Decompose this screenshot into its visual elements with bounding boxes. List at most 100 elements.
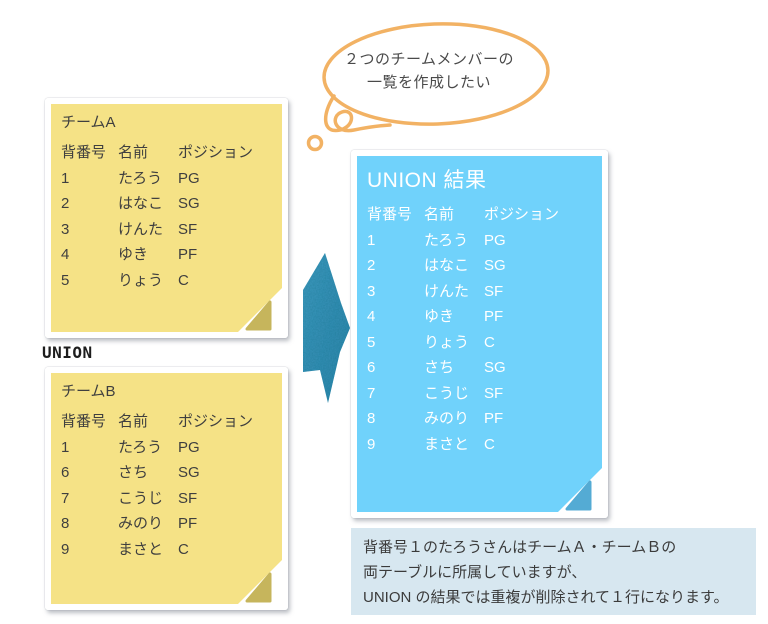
table-row: 3 けんた SF	[367, 279, 598, 305]
table-row: 8 みのり PF	[367, 406, 598, 432]
cell-name: けんた	[424, 282, 470, 300]
table-row: 9 まさと C	[367, 432, 598, 458]
table-row: 1 たろう PG	[61, 166, 278, 192]
right-arrow-icon	[303, 253, 350, 403]
cell-position: SF	[484, 384, 504, 402]
thought-bubble-text: ２つのチームメンバーの 一覧を作成したい	[308, 48, 550, 94]
sticky-note-team-a-surface: チームA 背番号 名前 ポジション 1 たろう PG 2 はなこ SG 3	[51, 104, 282, 332]
col-header-position: ポジション	[178, 144, 254, 161]
cell-position: SG	[484, 257, 506, 274]
table-a-header-row: 背番号 名前 ポジション	[61, 140, 278, 166]
cell-position: PG	[484, 231, 506, 249]
col-header-number: 背番号	[367, 206, 413, 223]
table-row: 7 こうじ SF	[367, 381, 598, 407]
cell-position: SF	[178, 489, 198, 507]
cell-number: 5	[367, 333, 376, 351]
cell-name: たろう	[424, 231, 469, 249]
cell-number: 8	[367, 410, 376, 427]
cell-number: 1	[367, 231, 376, 249]
table-row: 9 まさと C	[61, 537, 278, 563]
cell-name: まさと	[118, 540, 164, 558]
table-a-title: チームA	[61, 114, 116, 131]
explanation-line-2: 両テーブルに所属していますが、	[363, 564, 587, 581]
table-row: 7 こうじ SF	[61, 486, 278, 512]
cell-name: さち	[118, 464, 149, 481]
cell-name: こうじ	[118, 489, 164, 507]
bubble-line-1: ２つのチームメンバーの	[343, 51, 515, 68]
table-row: 5 りょう C	[367, 330, 598, 356]
cell-position: SF	[484, 282, 504, 300]
cell-position: PG	[178, 169, 200, 187]
thought-bubble-outline-icon	[306, 22, 550, 152]
cell-position: C	[178, 540, 189, 558]
col-header-position: ポジション	[178, 413, 254, 430]
cell-position: PF	[178, 515, 198, 532]
cell-name: りょう	[118, 271, 164, 289]
table-row: 4 ゆき PF	[367, 304, 598, 330]
table-row: 2 はなこ SG	[61, 191, 278, 217]
table-row: 6 さち SG	[61, 460, 278, 486]
cell-name: みのり	[118, 515, 164, 532]
sticky-note-union-result-surface: UNION 結果 背番号 名前 ポジション 1 たろう PG 2 はなこ SG	[357, 156, 602, 512]
sticky-note-team-b-surface: チームB 背番号 名前 ポジション 1 たろう PG 6 さち SG 7	[51, 373, 282, 604]
cell-name: たろう	[118, 438, 163, 456]
cell-name: みのり	[424, 410, 470, 427]
cell-name: さち	[424, 359, 455, 376]
cell-position: PF	[484, 410, 504, 427]
union-arrow	[298, 248, 354, 408]
cell-number: 3	[367, 282, 376, 300]
col-header-name: 名前	[424, 206, 455, 223]
table-b-title: チームB	[61, 383, 116, 400]
cell-name: はなこ	[424, 257, 470, 274]
bubble-line-2: 一覧を作成したい	[366, 74, 491, 91]
cell-name: まさと	[424, 435, 470, 453]
union-operator-label: UNION	[42, 343, 93, 362]
col-header-position: ポジション	[484, 206, 560, 223]
explanation-box: 背番号１のたろうさんはチームＡ・チームＢの 両テーブルに所属していますが、 UN…	[351, 528, 756, 615]
cell-number: 2	[367, 257, 376, 274]
cell-number: 4	[61, 246, 70, 263]
cell-number: 1	[61, 169, 70, 187]
folded-corner-icon	[558, 468, 602, 512]
table-row: 8 みのり PF	[61, 511, 278, 537]
cell-name: ゆき	[424, 308, 455, 325]
cell-position: PF	[484, 308, 504, 325]
cell-number: 5	[61, 271, 70, 289]
cell-name: たろう	[118, 169, 163, 187]
cell-name: ゆき	[118, 246, 149, 263]
folded-corner-icon	[238, 560, 282, 604]
explanation-line-3: UNION の結果では重複が削除されて１行になります。	[363, 589, 729, 606]
cell-number: 2	[61, 195, 70, 212]
cell-position: C	[178, 271, 189, 289]
col-header-name: 名前	[118, 413, 149, 430]
col-header-name: 名前	[118, 144, 149, 161]
cell-number: 7	[367, 384, 376, 402]
cell-position: C	[484, 333, 495, 351]
folded-corner-icon	[238, 288, 282, 332]
sticky-note-union-result: UNION 結果 背番号 名前 ポジション 1 たろう PG 2 はなこ SG	[351, 150, 608, 518]
cell-number: 7	[61, 489, 70, 507]
explanation-line-1: 背番号１のたろうさんはチームＡ・チームＢの	[363, 539, 677, 556]
cell-number: 9	[367, 435, 376, 453]
cell-position: C	[484, 435, 495, 453]
table-row: 5 りょう C	[61, 268, 278, 294]
cell-name: けんた	[118, 220, 164, 238]
col-header-number: 背番号	[61, 144, 107, 161]
cell-position: SG	[178, 464, 200, 481]
result-header-row: 背番号 名前 ポジション	[367, 202, 598, 228]
cell-name: はなこ	[118, 195, 164, 212]
cell-number: 8	[61, 515, 70, 532]
table-row: 1 たろう PG	[367, 228, 598, 254]
cell-name: りょう	[424, 333, 470, 351]
cell-number: 4	[367, 308, 376, 325]
table-row: 6 さち SG	[367, 355, 598, 381]
thought-bubble: ２つのチームメンバーの 一覧を作成したい	[298, 12, 560, 168]
cell-position: PF	[178, 246, 198, 263]
cell-number: 9	[61, 540, 70, 558]
cell-position: SF	[178, 220, 198, 238]
cell-number: 3	[61, 220, 70, 238]
cell-position: SG	[484, 359, 506, 376]
cell-number: 6	[61, 464, 70, 481]
cell-name: こうじ	[424, 384, 470, 402]
